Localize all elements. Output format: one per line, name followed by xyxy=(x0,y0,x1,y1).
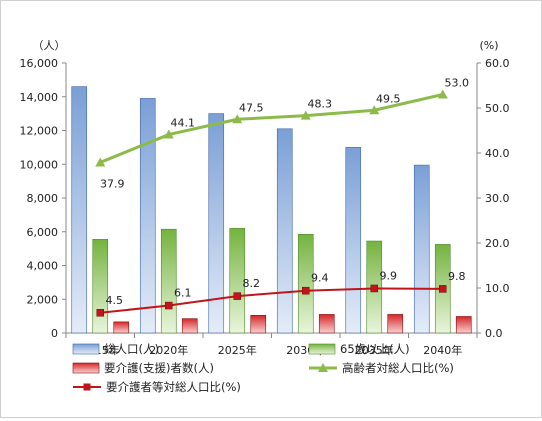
bar-0 xyxy=(345,147,362,334)
legend-marker xyxy=(318,363,328,372)
bar-1 xyxy=(160,228,177,334)
bar-1 xyxy=(229,228,246,334)
left-tick-label: 6,000 xyxy=(27,226,59,239)
legend-marker xyxy=(83,383,91,391)
data-label: 9.8 xyxy=(448,270,466,283)
x-tick-label: 2025年 xyxy=(218,343,257,357)
right-tick-label: 50.0 xyxy=(485,102,510,115)
marker-triangle xyxy=(163,129,174,139)
right-tick-label: 60.0 xyxy=(485,57,510,70)
marker-triangle xyxy=(369,105,380,115)
x-tick-label: 2035年 xyxy=(355,343,394,357)
marker-triangle xyxy=(437,89,448,99)
bar-0 xyxy=(413,164,430,334)
marker-triangle xyxy=(95,157,106,167)
marker-square xyxy=(165,301,173,310)
data-label: 44.1 xyxy=(171,117,196,130)
right-tick-label: 10.0 xyxy=(485,282,510,295)
series-line-1 xyxy=(100,287,443,314)
marker-square xyxy=(96,309,104,317)
left-tick-label: 0 xyxy=(51,327,58,340)
data-label: 49.5 xyxy=(376,92,401,105)
data-label: 9.9 xyxy=(380,269,398,282)
left-tick-label: 10,000 xyxy=(20,158,59,171)
left-tick-label: 14,000 xyxy=(20,91,59,104)
x-tick-label: 2040年 xyxy=(423,343,462,357)
bar-2 xyxy=(455,316,472,334)
left-tick-label: 16,000 xyxy=(20,57,59,70)
right-axis-unit: (%) xyxy=(479,39,498,52)
bar-2 xyxy=(318,314,335,334)
marker-square xyxy=(439,285,447,293)
right-tick-label: 30.0 xyxy=(485,192,510,205)
marker-square xyxy=(370,284,378,293)
bar-0 xyxy=(139,98,156,334)
left-tick-label: 12,000 xyxy=(20,125,59,138)
marker-square xyxy=(302,286,310,295)
bar-2 xyxy=(250,314,267,334)
right-tick-label: 40.0 xyxy=(485,147,510,160)
legend-label: 65歳以上(人) xyxy=(340,342,410,356)
series-line-0 xyxy=(99,93,444,164)
legend-swatch-bar xyxy=(72,362,100,374)
x-tick-label: 2020年 xyxy=(149,343,188,357)
data-label: 37.9 xyxy=(100,177,125,190)
bar-2 xyxy=(113,321,130,334)
data-label: 8.2 xyxy=(243,277,261,290)
marker-triangle xyxy=(232,114,243,124)
data-label: 47.5 xyxy=(239,101,264,114)
bar-0 xyxy=(276,128,293,334)
data-label: 48.3 xyxy=(308,98,333,111)
legend-label: 総人口(人) xyxy=(104,342,159,356)
bar-0 xyxy=(71,86,88,334)
legend-label: 高齢者対総人口比(%) xyxy=(342,361,454,375)
marker-square xyxy=(233,292,241,300)
legend-label: 要介護者等対総人口比(%) xyxy=(106,380,241,394)
bar-2 xyxy=(181,318,198,334)
left-tick-label: 4,000 xyxy=(27,260,59,273)
right-tick-label: 0.0 xyxy=(485,327,503,340)
data-label: 4.5 xyxy=(106,294,124,307)
legend-swatch-bar xyxy=(72,343,100,355)
left-axis-unit: （人） xyxy=(33,39,66,52)
left-tick-label: 2,000 xyxy=(27,293,59,306)
right-tick-label: 20.0 xyxy=(485,237,510,250)
left-tick-label: 8,000 xyxy=(27,192,59,205)
data-label: 9.4 xyxy=(311,272,329,285)
bar-1 xyxy=(92,239,109,334)
bar-1 xyxy=(297,233,314,334)
bar-0 xyxy=(208,113,225,334)
data-label: 53.0 xyxy=(445,77,470,90)
marker-triangle xyxy=(300,110,311,120)
legend-swatch-bar xyxy=(308,343,336,355)
data-label: 6.1 xyxy=(174,287,192,300)
legend-label: 要介護(支援)者数(人) xyxy=(104,361,214,375)
bar-2 xyxy=(387,314,404,334)
